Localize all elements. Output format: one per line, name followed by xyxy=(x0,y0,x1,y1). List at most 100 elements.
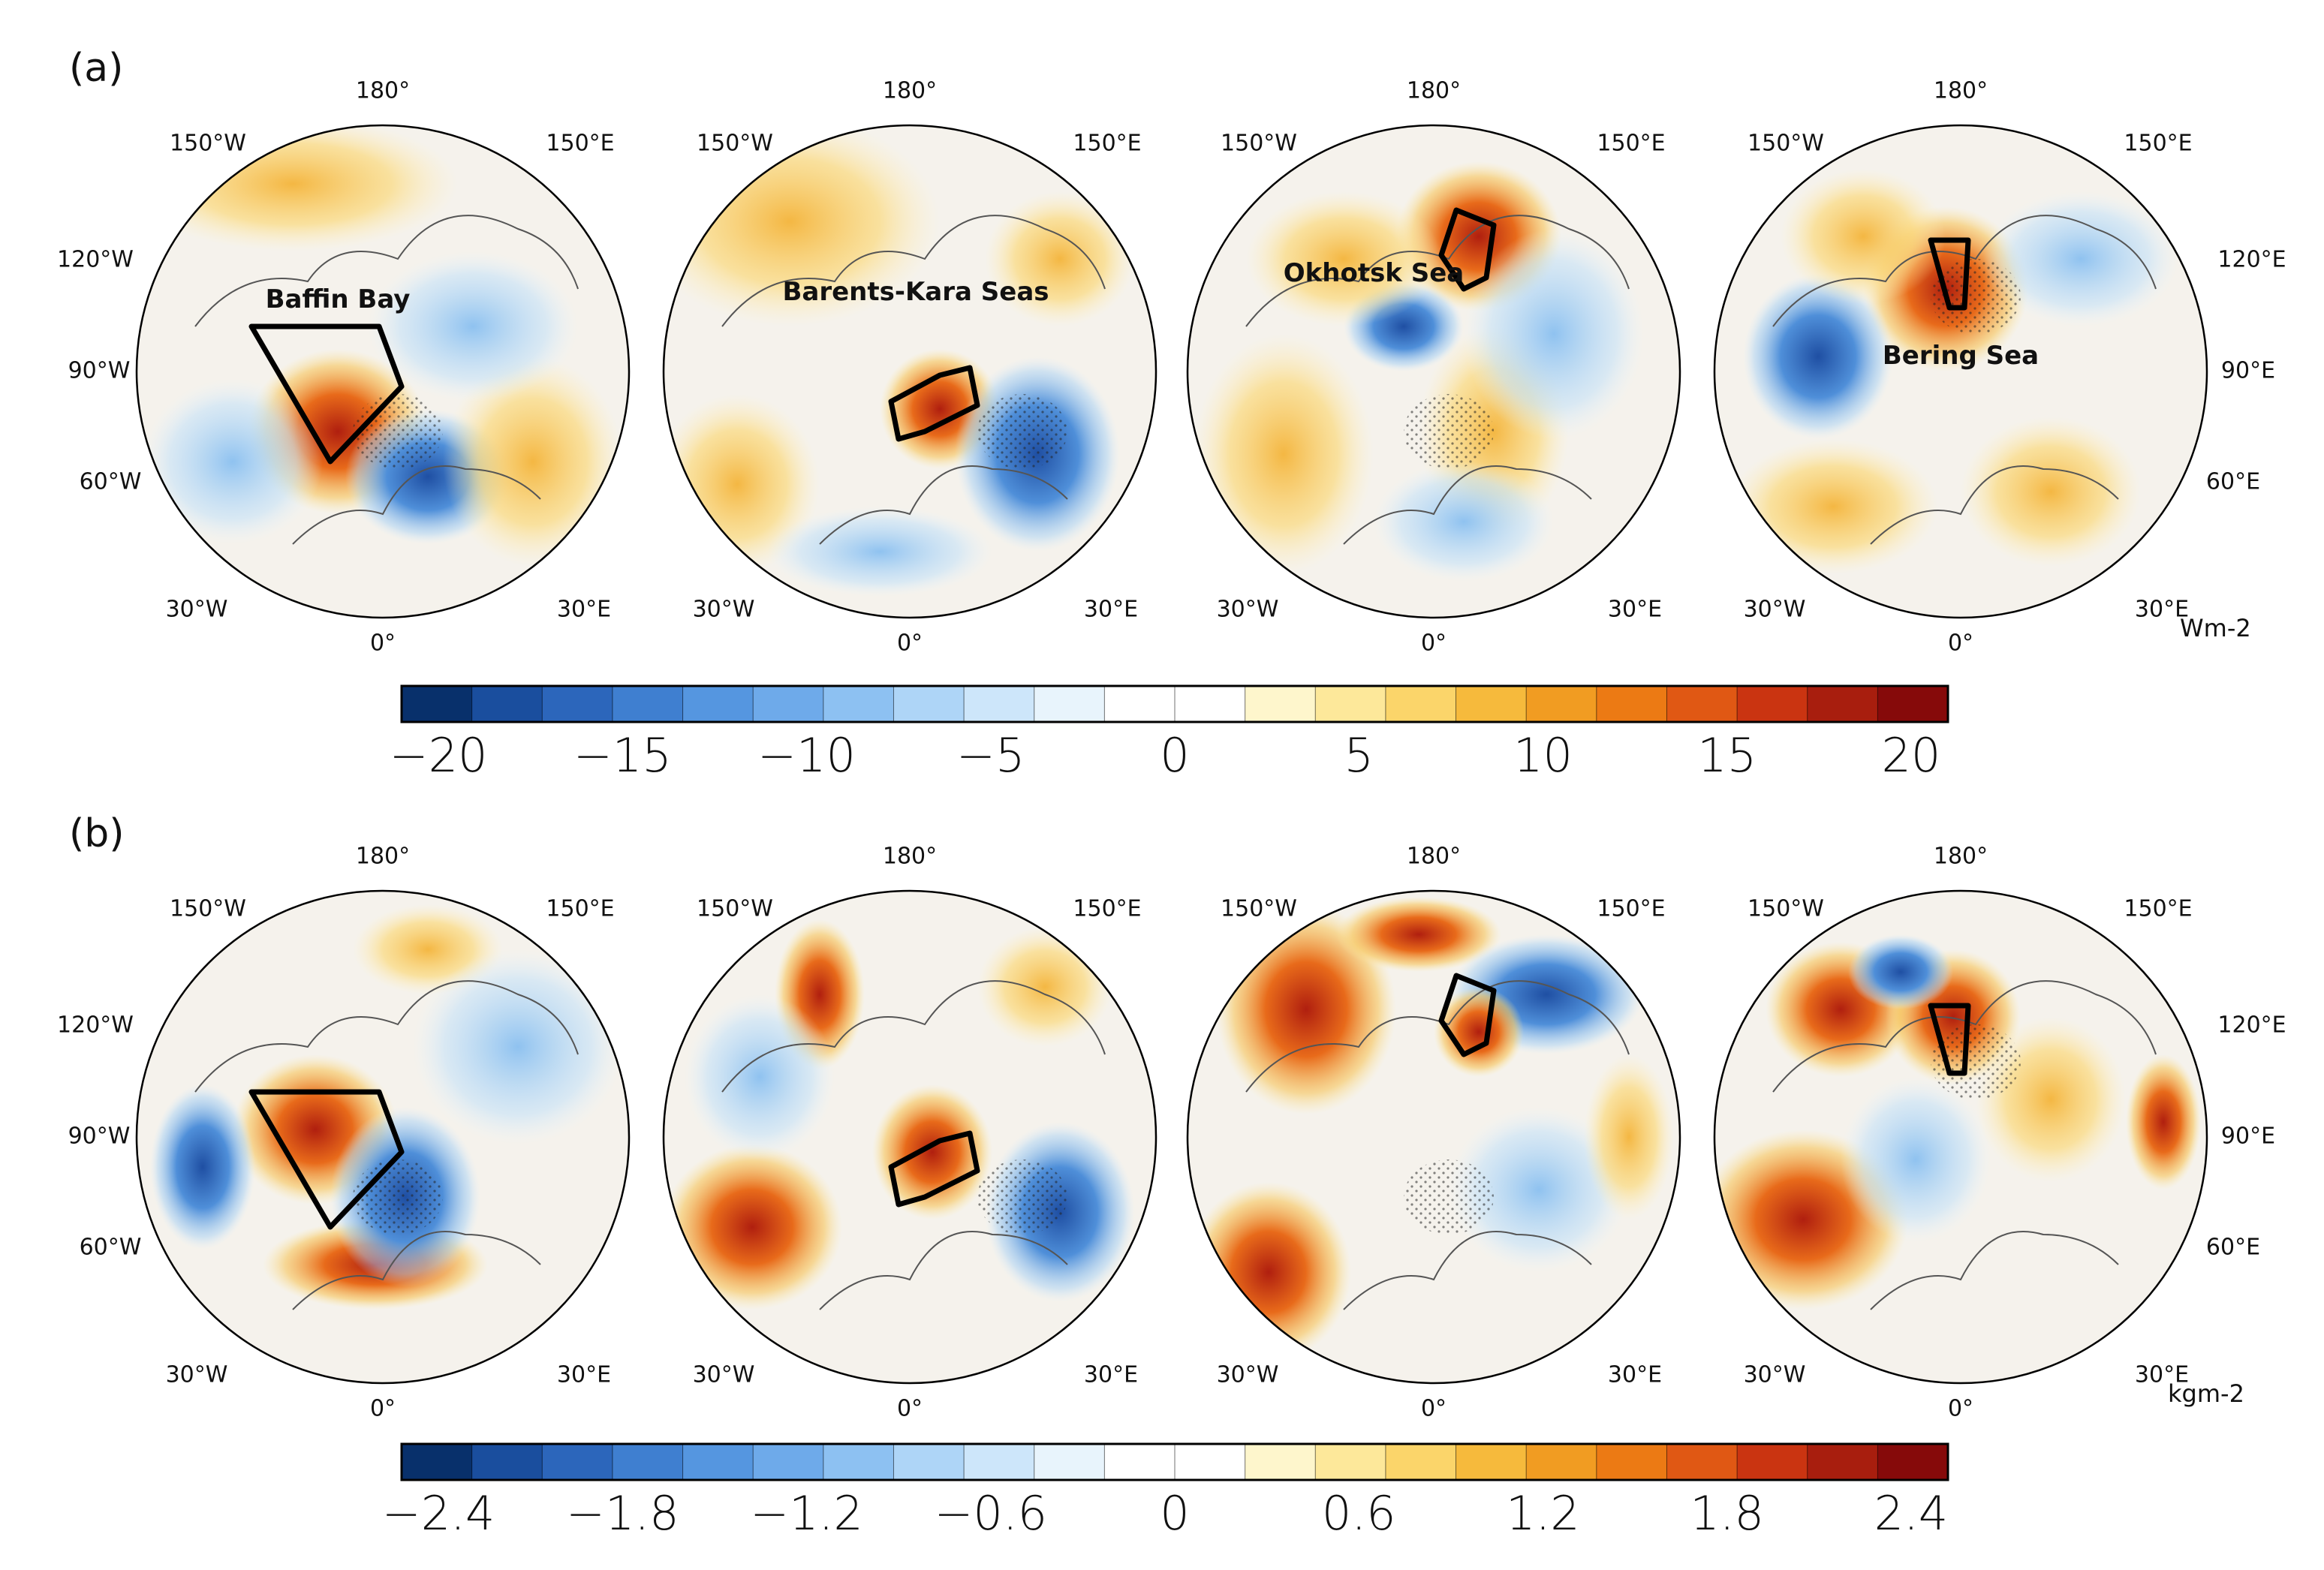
lon-label-lower-right: 30°E xyxy=(1084,1362,1138,1388)
field-anomaly xyxy=(1464,229,1644,439)
map-a-1: 180° 150°W 150°E 120°W 90°W 60°W 30°W 30°E 0° Baf… xyxy=(57,78,631,657)
colorbar-swatch xyxy=(542,686,613,722)
lon-label-upper-right: 150°E xyxy=(546,896,614,922)
field-anomaly xyxy=(2126,1054,2201,1190)
colorbar-swatch xyxy=(1034,1444,1105,1480)
lon-label-left: 90°W xyxy=(68,358,131,384)
colorbar-swatch xyxy=(753,1444,824,1480)
colorbar-tick-label: 0 xyxy=(1160,728,1189,783)
lon-label-top: 180° xyxy=(1934,844,1988,870)
lon-label-left: 90°W xyxy=(68,1123,131,1150)
lon-label-upper-right: 150°E xyxy=(1597,131,1665,157)
panel-a-tag: (a) xyxy=(69,46,123,91)
lon-label-lower-left: 30°W xyxy=(693,1362,755,1388)
field-anomaly xyxy=(413,949,623,1144)
field-anomaly xyxy=(443,356,623,567)
coastline xyxy=(819,465,1068,545)
map-b-3: 180° 150°W 150°E 30°W 30°E 0° xyxy=(1186,844,1681,1422)
colorbar-swatch xyxy=(1385,1444,1457,1480)
panel-a-unit: Wm-2 xyxy=(2180,614,2251,642)
colorbar-swatch xyxy=(612,1444,684,1480)
lon-label-bottom: 0° xyxy=(897,630,923,657)
lon-label-mid-right: 120°E xyxy=(2217,247,2286,273)
coastline xyxy=(292,1231,541,1310)
map-border xyxy=(1713,889,2208,1385)
lon-label-lower-left-mid: 60°W xyxy=(80,469,142,495)
significance-stippling xyxy=(1931,259,2021,334)
significance-stippling xyxy=(977,394,1067,469)
map-border xyxy=(135,124,631,619)
colorbar-swatch xyxy=(1877,686,1949,722)
colorbar-swatch xyxy=(1526,1444,1597,1480)
map-b-4: 180° 150°W 150°E 120°E 90°E 60°E 30°W 30°E 0° xyxy=(1713,844,2286,1422)
map-border xyxy=(135,889,631,1385)
lon-label-upper-right: 150°E xyxy=(1073,131,1141,157)
lon-label-top: 180° xyxy=(356,844,410,870)
region-label: Barents-Kara Seas xyxy=(782,277,1049,307)
field-anomaly xyxy=(1449,1107,1629,1272)
coastline xyxy=(1343,465,1592,545)
colorbar-tick-label: 20 xyxy=(1881,728,1940,783)
colorbar-swatch xyxy=(1385,686,1457,722)
lon-label-lower-left: 30°W xyxy=(1217,1362,1279,1388)
lon-label-lower-left: 30°W xyxy=(693,597,755,623)
colorbar-swatch xyxy=(1315,1444,1386,1480)
field-anomaly xyxy=(1188,1182,1351,1362)
lon-label-upper-right: 150°E xyxy=(546,131,614,157)
colorbar-swatch xyxy=(1526,686,1597,722)
colorbar-swatch xyxy=(823,1444,894,1480)
colorbar-swatch xyxy=(1807,1444,1878,1480)
significance-stippling xyxy=(1931,1024,2021,1099)
colorbar-swatch xyxy=(402,1444,473,1480)
lon-label-lower-right: 30°E xyxy=(2135,597,2189,623)
lon-label-lower-right: 30°E xyxy=(1084,597,1138,623)
coastline xyxy=(292,465,541,545)
lon-label-lower-left-mid: 60°W xyxy=(80,1235,142,1261)
colorbar-swatch xyxy=(1596,686,1667,722)
map-b-1: 180° 150°W 150°E 120°W 90°W 60°W 30°W 30°E 0° xyxy=(57,844,631,1422)
lon-label-lower-left: 30°W xyxy=(166,1362,228,1388)
lon-label-top: 180° xyxy=(1407,844,1461,870)
region-box xyxy=(888,1130,980,1208)
colorbar-tick-label: −20 xyxy=(390,728,488,783)
region-box xyxy=(1928,237,1971,311)
colorbar-swatch xyxy=(1737,1444,1808,1480)
field-anomaly xyxy=(1841,1077,1991,1242)
lon-label-bottom: 0° xyxy=(370,1396,396,1422)
lon-label-lower-left: 30°W xyxy=(1744,597,1806,623)
lon-label-upper-left: 150°W xyxy=(697,896,773,922)
lon-label-right: 90°E xyxy=(2221,358,2275,384)
lon-label-upper-right: 150°E xyxy=(2124,131,2192,157)
colorbar-swatch xyxy=(1737,686,1808,722)
colorbar-tick-label: 2.4 xyxy=(1874,1486,1949,1541)
map-border xyxy=(662,124,1157,619)
colorbar-tick-label: 1.2 xyxy=(1506,1486,1580,1541)
significance-stippling xyxy=(353,1159,443,1235)
colorbar-swatch xyxy=(1175,686,1246,722)
lon-label-upper-right: 150°E xyxy=(2124,896,2192,922)
lon-label-bottom: 0° xyxy=(1948,630,1973,657)
field-anomaly xyxy=(1584,1054,1674,1220)
field-anomaly xyxy=(368,251,578,402)
field-anomaly xyxy=(1374,462,1554,582)
colorbar-swatch xyxy=(402,686,473,722)
map-a-4: 180° 150°W 150°E 120°E 90°E 60°E 30°W 30°E 0° Ber… xyxy=(1713,78,2286,657)
coastline xyxy=(194,980,579,1093)
lon-label-upper-left: 150°W xyxy=(1221,896,1297,922)
colorbar-a: −20 −15 −10 −5 0 5 10 15 20 xyxy=(390,684,1949,783)
colorbar-b: −2.4 −1.8 −1.2 −0.6 0 0.6 1.2 1.8 2.4 xyxy=(382,1442,1949,1541)
lon-label-bottom: 0° xyxy=(1421,630,1446,657)
colorbar-swatch xyxy=(823,686,894,722)
significance-stippling xyxy=(977,1159,1067,1235)
colorbar-tick-label: −1.2 xyxy=(750,1486,863,1541)
colorbar-tick-label: −5 xyxy=(956,728,1025,783)
lon-label-bottom: 0° xyxy=(370,630,396,657)
significance-stippling xyxy=(353,394,443,469)
lon-label-top: 180° xyxy=(883,844,937,870)
lon-label-upper-left: 150°W xyxy=(1748,131,1824,157)
lon-label-upper-right: 150°E xyxy=(1073,896,1141,922)
map-border xyxy=(662,889,1157,1385)
lon-label-right: 90°E xyxy=(2221,1123,2275,1150)
lon-label-bottom: 0° xyxy=(1421,1396,1446,1422)
colorbar-tick-label: 1.8 xyxy=(1690,1486,1764,1541)
